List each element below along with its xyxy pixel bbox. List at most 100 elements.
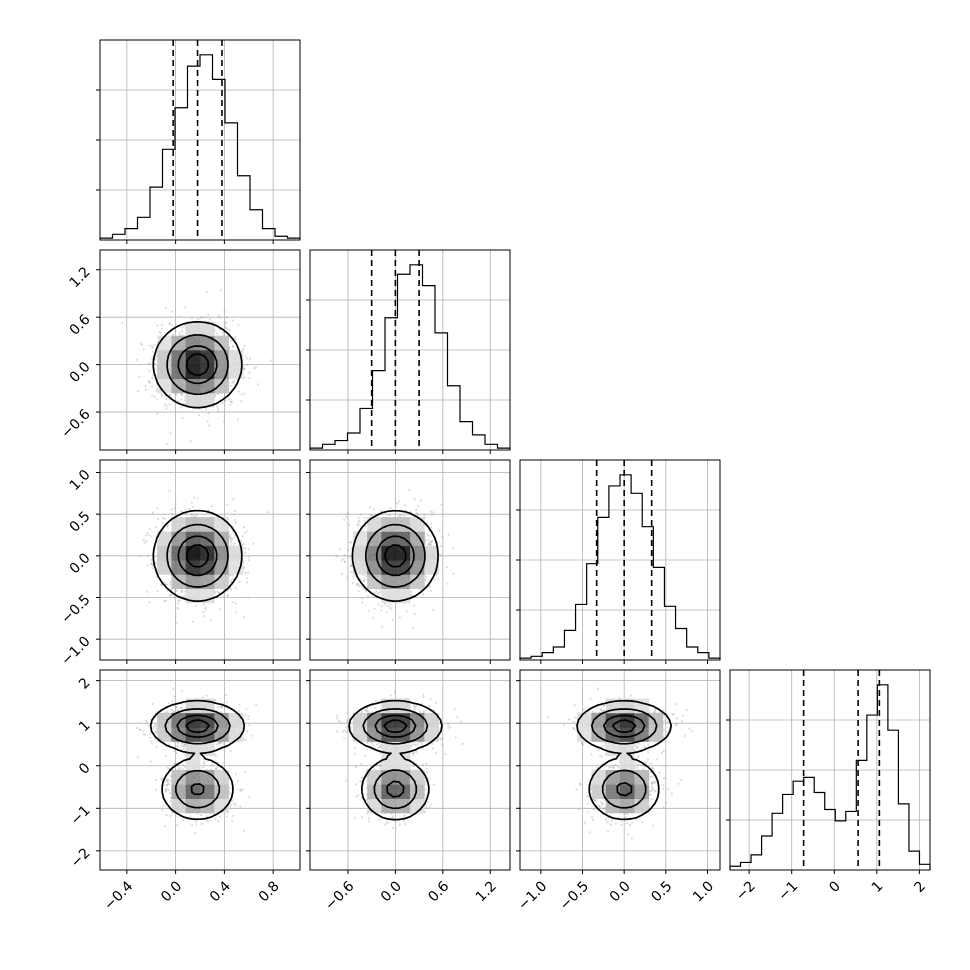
sample-point [229, 533, 232, 536]
sample-point [169, 432, 172, 435]
sample-point [180, 394, 183, 397]
density-cell [157, 531, 172, 547]
sample-point [230, 339, 233, 342]
sample-point [237, 323, 240, 327]
sample-point [389, 506, 392, 510]
sample-point [155, 389, 158, 392]
sample-point [346, 576, 349, 579]
sample-point [243, 551, 247, 555]
sample-point [343, 554, 346, 557]
density-cell [367, 531, 382, 547]
sample-point [391, 618, 394, 622]
sample-point [429, 543, 432, 546]
sample-point [248, 724, 251, 727]
sample-point [409, 510, 413, 514]
sample-point [168, 393, 171, 396]
sample-point [147, 380, 150, 383]
sample-point [180, 589, 184, 592]
sample-point [160, 327, 163, 330]
sample-point [243, 566, 246, 569]
sample-point [148, 380, 151, 383]
sample-point [184, 753, 187, 756]
sample-point [356, 584, 359, 587]
sample-point [358, 519, 361, 523]
sample-point [219, 608, 222, 611]
sample-point [343, 518, 346, 521]
contour-level-0 [152, 509, 243, 602]
sample-point [226, 593, 229, 596]
panel-0-grid [100, 250, 300, 450]
sample-point [228, 329, 231, 332]
sample-point [380, 609, 383, 612]
density-cell [214, 545, 229, 561]
sample-point [179, 315, 182, 318]
sample-point [419, 588, 422, 591]
sample-point [197, 317, 200, 321]
density-cell [200, 574, 215, 589]
sample-point [164, 307, 168, 310]
sample-point [350, 564, 353, 567]
sample-point [217, 314, 220, 317]
sample-point [415, 512, 418, 515]
sample-point [143, 541, 146, 544]
sample-point [174, 588, 177, 591]
sample-point [212, 812, 216, 815]
sample-point [136, 755, 139, 759]
sample-point [240, 400, 243, 403]
sample-point [151, 357, 154, 360]
sample-point [200, 814, 203, 817]
sample-point [147, 362, 150, 365]
sample-point [207, 412, 210, 415]
sample-point [411, 626, 415, 630]
sample-point [169, 796, 172, 799]
sample-point [351, 582, 354, 585]
sample-point [177, 599, 180, 603]
sample-point [196, 497, 199, 500]
sample-point [165, 787, 168, 790]
sample-point [243, 368, 246, 371]
sample-point [181, 416, 184, 419]
sample-point [430, 513, 433, 517]
sample-point [168, 393, 172, 397]
sample-point [202, 610, 205, 614]
sample-point [440, 503, 443, 506]
scatter-panel-1-2 [306, 459, 511, 664]
sample-point [452, 572, 455, 575]
sample-point [142, 348, 145, 351]
sample-point [367, 595, 370, 598]
sample-point [430, 540, 433, 543]
density-cell [367, 574, 382, 589]
sample-point [390, 607, 393, 611]
sample-point [388, 513, 391, 517]
sample-point [253, 367, 256, 370]
sample-point [139, 342, 142, 345]
sample-point [155, 561, 158, 565]
sample-point [166, 766, 169, 769]
sample-point [246, 530, 249, 533]
sample-point [207, 508, 210, 512]
sample-point [229, 792, 232, 795]
sample-point [209, 619, 212, 622]
sample-point [184, 306, 187, 309]
sample-point [202, 603, 205, 606]
sample-point [240, 393, 244, 396]
sample-point [223, 310, 226, 313]
sample-point [214, 393, 218, 396]
sample-point [205, 291, 209, 294]
sample-point [231, 380, 234, 383]
hist-panel-3 [726, 669, 931, 874]
hist-step-1 [309, 264, 511, 450]
sample-point [360, 585, 363, 588]
density-cell [157, 545, 172, 561]
hist-panel-1 [306, 249, 511, 454]
sample-point [161, 516, 165, 520]
sample-point [428, 543, 431, 546]
sample-point [216, 820, 220, 823]
sample-point [153, 343, 156, 347]
sample-point [225, 815, 229, 818]
sample-point [146, 563, 149, 567]
sample-point [148, 344, 151, 347]
sample-point [229, 537, 232, 540]
contour-level-2 [375, 535, 415, 577]
